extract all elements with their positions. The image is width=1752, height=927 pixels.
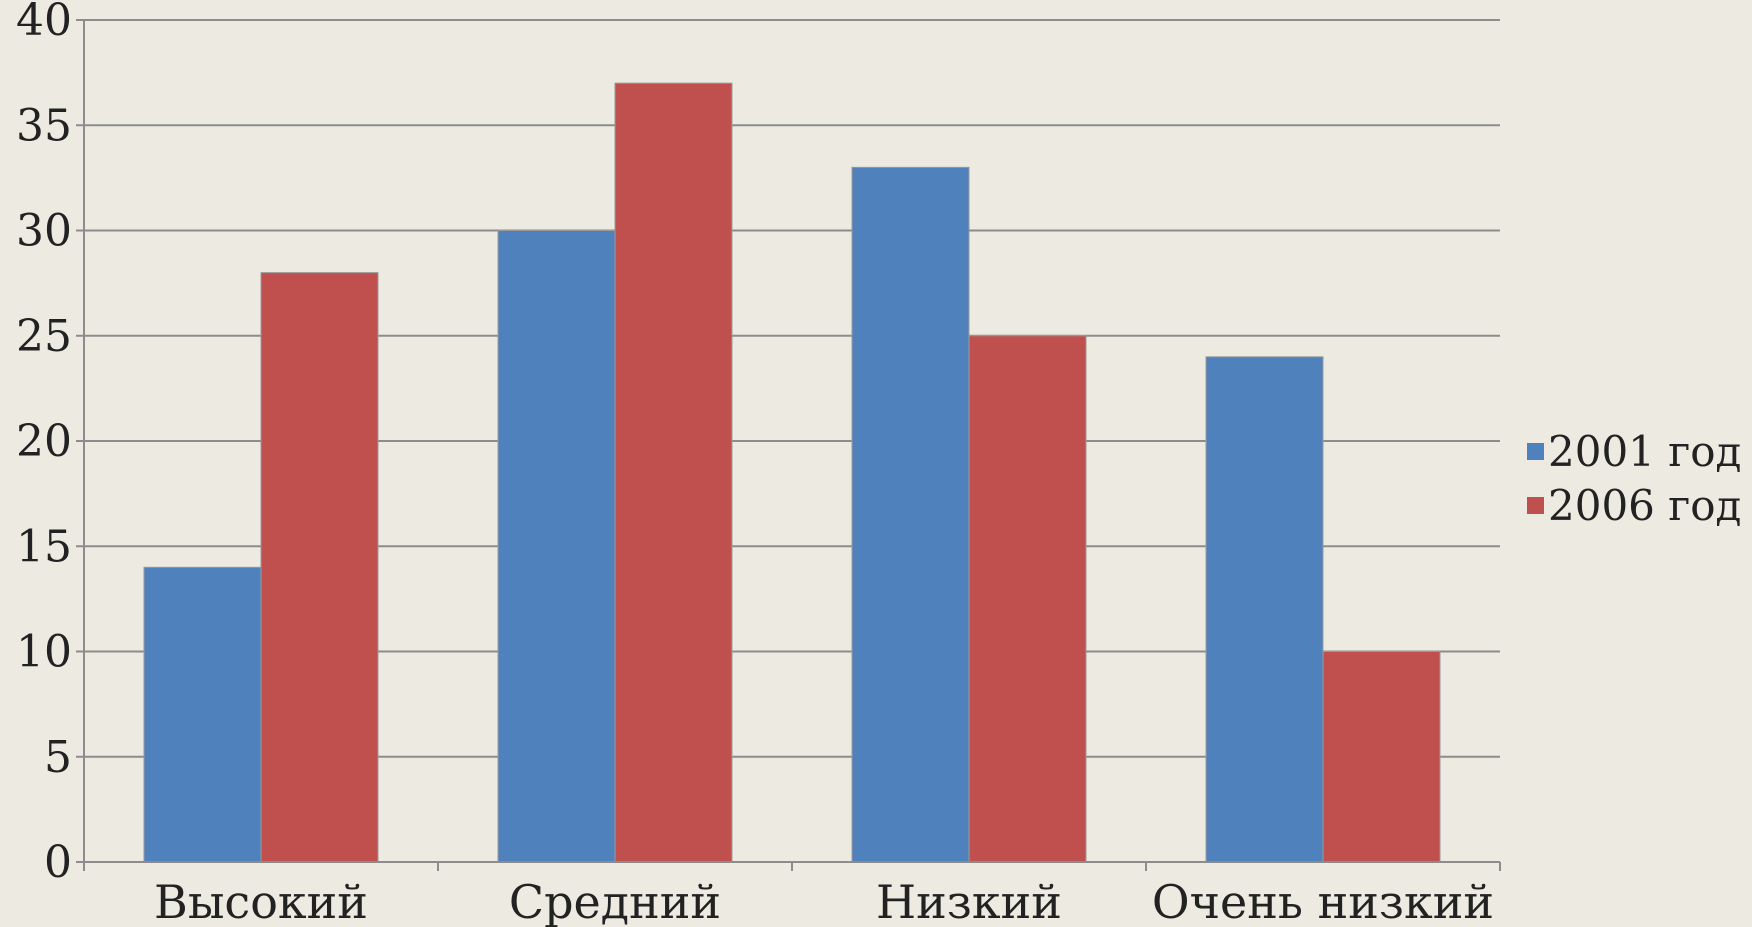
bar-1-1 [143, 566, 262, 863]
x-category-label: Средний [509, 875, 721, 927]
bar-2-4 [1322, 651, 1441, 863]
y-tick-label: 10 [16, 627, 72, 678]
y-tick-label: 25 [16, 311, 72, 362]
legend: 2001 год 2006 год [1527, 424, 1741, 532]
x-category-label: Низкий [876, 875, 1062, 927]
y-tick-label: 30 [16, 206, 72, 257]
y-tick-label: 0 [44, 837, 72, 888]
legend-swatch [1527, 442, 1544, 460]
bar-2-2 [614, 82, 733, 863]
bar-2-3 [968, 335, 1087, 863]
legend-item: 2006 год [1527, 478, 1741, 532]
bar-1-2 [497, 230, 616, 863]
legend-swatch [1527, 496, 1544, 514]
bar-1-4 [1205, 356, 1324, 863]
legend-label: 2001 год [1548, 426, 1742, 476]
x-category-label: Очень низкий [1152, 875, 1494, 927]
y-tick-label: 40 [16, 0, 72, 46]
y-tick-label: 35 [16, 100, 72, 151]
legend-label: 2006 год [1548, 480, 1742, 530]
legend-item: 2001 год [1527, 424, 1741, 478]
y-tick-label: 5 [44, 732, 72, 783]
y-tick-label: 20 [16, 416, 72, 467]
x-category-label: Высокий [154, 875, 368, 927]
bar-2-1 [260, 272, 379, 863]
y-tick-label: 15 [16, 521, 72, 572]
bar-1-3 [851, 166, 970, 863]
